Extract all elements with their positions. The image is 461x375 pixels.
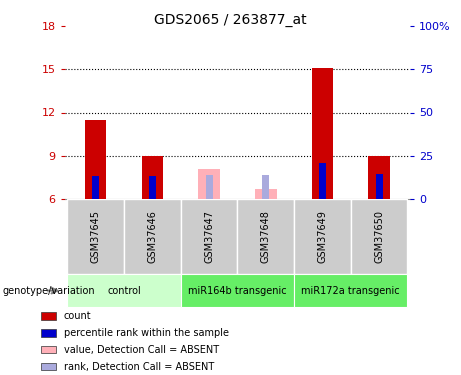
Text: control: control xyxy=(107,286,141,296)
Bar xyxy=(41,312,56,320)
Text: miR164b transgenic: miR164b transgenic xyxy=(188,286,287,296)
Bar xyxy=(41,363,56,370)
Text: GSM37650: GSM37650 xyxy=(374,210,384,263)
Text: rank, Detection Call = ABSENT: rank, Detection Call = ABSENT xyxy=(64,362,214,372)
Bar xyxy=(67,199,124,274)
Bar xyxy=(181,199,237,274)
Bar xyxy=(294,274,408,307)
Text: genotype/variation: genotype/variation xyxy=(2,286,95,296)
Bar xyxy=(237,199,294,274)
Bar xyxy=(67,274,181,307)
Text: percentile rank within the sample: percentile rank within the sample xyxy=(64,328,229,338)
Bar xyxy=(142,156,163,199)
Text: GSM37645: GSM37645 xyxy=(91,210,100,263)
Bar xyxy=(351,199,408,274)
Bar xyxy=(85,120,106,199)
Text: value, Detection Call = ABSENT: value, Detection Call = ABSENT xyxy=(64,345,219,355)
Bar xyxy=(206,175,213,199)
Bar xyxy=(294,199,351,274)
Bar xyxy=(181,274,294,307)
Bar xyxy=(198,169,220,199)
Text: miR172a transgenic: miR172a transgenic xyxy=(301,286,400,296)
Bar xyxy=(319,163,326,199)
Bar xyxy=(255,189,277,199)
Text: GSM37646: GSM37646 xyxy=(148,210,157,262)
Bar xyxy=(368,156,390,199)
Text: count: count xyxy=(64,311,91,321)
Text: GSM37648: GSM37648 xyxy=(261,210,271,262)
Text: GDS2065 / 263877_at: GDS2065 / 263877_at xyxy=(154,13,307,27)
Bar xyxy=(41,329,56,337)
Bar xyxy=(312,68,333,199)
Bar xyxy=(124,199,181,274)
Bar xyxy=(149,176,156,199)
Bar xyxy=(92,176,99,199)
Bar xyxy=(376,174,383,199)
Text: GSM37649: GSM37649 xyxy=(318,210,327,262)
Bar xyxy=(41,346,56,354)
Text: GSM37647: GSM37647 xyxy=(204,210,214,263)
Bar xyxy=(262,175,269,199)
